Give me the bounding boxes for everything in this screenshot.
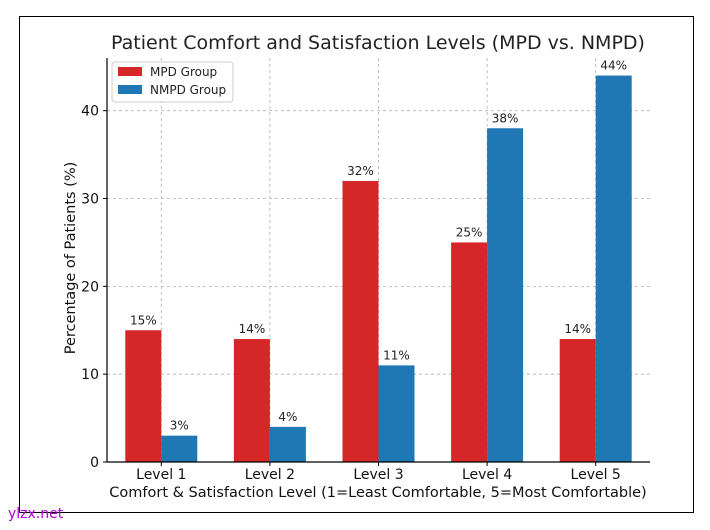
x-axis-label: Comfort & Satisfaction Level (1=Least Co… xyxy=(109,485,646,501)
data-label: 4% xyxy=(278,410,297,424)
bars-group xyxy=(125,75,632,462)
legend-label: MPD Group xyxy=(150,65,217,79)
data-label: 14% xyxy=(564,322,591,336)
legend-swatch xyxy=(118,67,142,76)
y-tick-label: 30 xyxy=(81,192,99,208)
legend: MPD Group NMPD Group xyxy=(111,61,234,103)
data-label: 32% xyxy=(347,164,374,178)
y-tick-label: 20 xyxy=(81,279,99,295)
y-tick-label: 10 xyxy=(81,367,99,383)
bar-mpd xyxy=(125,330,162,462)
axes-group: 0 10 20 30 40 Level 1 Level 2 Level 3 Level 4 Lev… xyxy=(81,58,650,483)
x-tick-label: Level 5 xyxy=(571,467,621,483)
legend-label: NMPD Group xyxy=(150,83,226,97)
bar-mpd xyxy=(233,339,270,462)
data-labels-group: 15% 14% 32% 25% 14% 3% 4% 11% 38% 44% xyxy=(130,59,627,433)
bar-nmpd xyxy=(378,365,415,462)
legend-swatch xyxy=(118,85,142,94)
bar-mpd xyxy=(559,339,596,462)
data-label: 44% xyxy=(600,59,627,73)
data-label: 25% xyxy=(456,225,483,239)
x-tick-label: Level 1 xyxy=(136,467,186,483)
data-label: 3% xyxy=(170,419,189,433)
x-tick-label: Level 4 xyxy=(462,467,512,483)
data-label: 15% xyxy=(130,313,157,327)
bar-mpd xyxy=(342,180,379,462)
x-tick-label: Level 3 xyxy=(353,467,403,483)
y-tick-label: 0 xyxy=(90,455,99,471)
watermark-text: ylzx.net xyxy=(8,506,64,522)
y-tick-label: 40 xyxy=(81,104,99,120)
bar-mpd xyxy=(451,242,488,462)
y-axis-label: Percentage of Patients (%) xyxy=(63,162,79,355)
x-tick-label: Level 2 xyxy=(245,467,295,483)
bar-nmpd xyxy=(269,426,306,462)
data-label: 14% xyxy=(239,322,266,336)
data-label: 38% xyxy=(492,111,519,125)
bar-nmpd xyxy=(161,435,198,462)
bar-nmpd xyxy=(595,75,632,462)
chart-title: Patient Comfort and Satisfaction Levels … xyxy=(111,32,645,54)
bar-nmpd xyxy=(487,128,524,462)
data-label: 11% xyxy=(383,348,410,362)
legend-box xyxy=(111,61,234,103)
